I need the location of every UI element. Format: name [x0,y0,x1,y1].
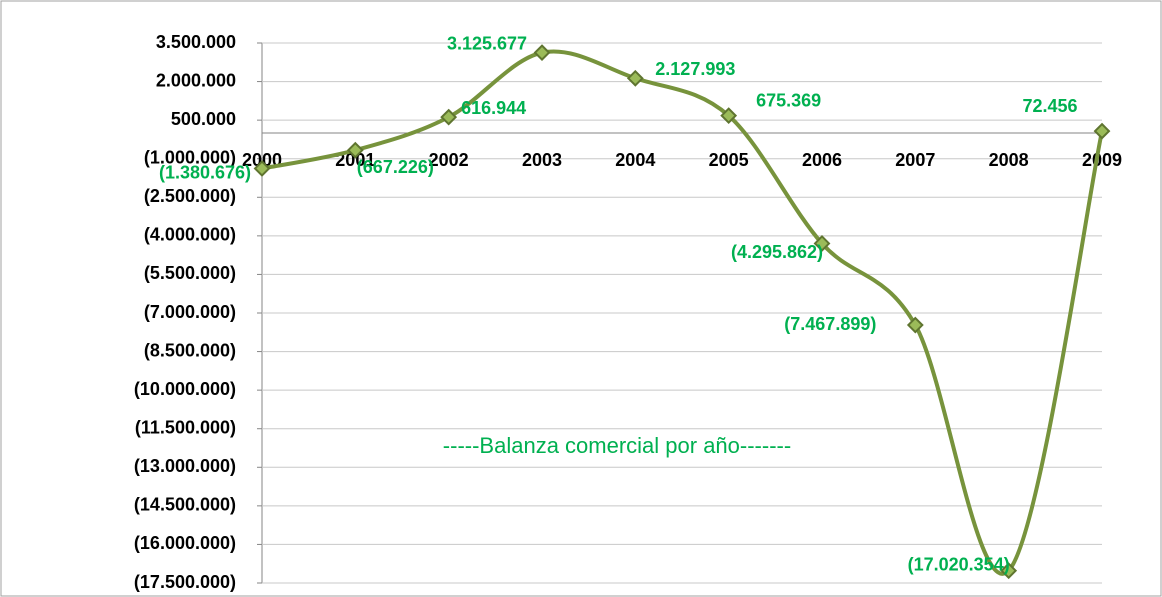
data-label: 3.125.677 [447,33,527,53]
data-label: (1.380.676) [159,162,251,182]
data-label: 2.127.993 [655,59,735,79]
x-tick-label: 2007 [895,150,935,170]
point-marker [626,69,644,87]
x-tick-label: 2003 [522,150,562,170]
y-tick-label: (13.000.000) [134,456,236,476]
y-tick-label: (10.000.000) [134,379,236,399]
x-tick-label: 2002 [429,150,469,170]
point-marker [1093,122,1111,140]
data-label: 72.456 [1022,96,1077,116]
point-marker [440,108,458,126]
annotation: -----Balanza comercial por año------- [443,433,791,458]
y-tick-label: (7.000.000) [144,302,236,322]
y-tick-label: (2.500.000) [144,186,236,206]
y-tick-label: 3.500.000 [156,32,236,52]
y-tick-label: (4.000.000) [144,225,236,245]
data-label: (17.020.354) [908,554,1010,574]
data-label: (667.226) [357,157,434,177]
y-tick-label: (16.000.000) [134,533,236,553]
x-tick-label: 2009 [1082,150,1122,170]
y-tick-label: (11.500.000) [135,417,236,437]
x-tick-label: 2008 [989,150,1029,170]
y-tick-label: (5.500.000) [144,263,236,283]
point-marker [1000,562,1018,580]
point-marker [253,160,271,177]
y-tick-label: (14.500.000) [134,495,236,515]
point-marker [906,316,924,334]
y-tick-label: (17.500.000) [134,572,236,592]
y-tick-label: (8.500.000) [144,340,236,360]
data-label: 616.944 [461,98,526,118]
data-label: 675.369 [756,90,821,110]
data-label: (7.467.899) [784,314,876,334]
x-tick-label: 2005 [709,150,749,170]
y-tick-label: 2.000.000 [156,70,236,90]
data-label: (4.295.862) [731,242,823,262]
point-marker [533,44,551,62]
point-marker [720,107,738,125]
point-marker [813,235,831,252]
y-tick-label: 500.000 [171,109,236,129]
x-tick-label: 2006 [802,150,842,170]
y-tick-label: (1.000.000) [144,147,236,167]
point-marker [346,141,364,159]
x-tick-label: 2004 [615,150,655,170]
